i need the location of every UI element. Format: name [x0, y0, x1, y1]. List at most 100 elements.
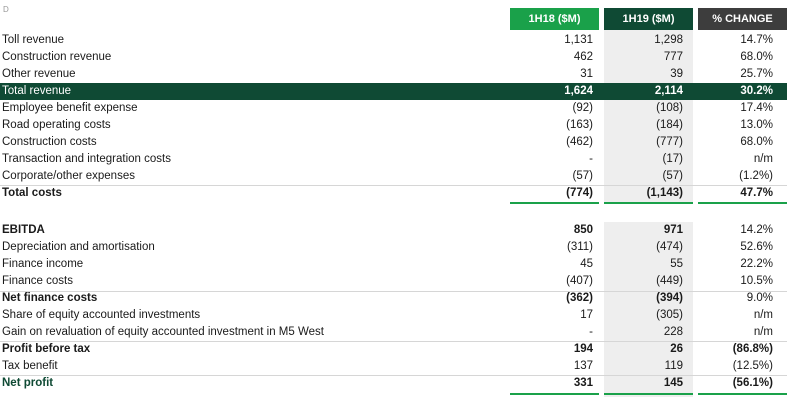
- table-row-corporate-other-expenses: Corporate/other expenses (57) (57) (1.2%…: [0, 168, 787, 185]
- value-change: 14.2%: [740, 224, 773, 236]
- row-label: Construction costs: [2, 136, 97, 148]
- value-change: 22.2%: [740, 258, 773, 270]
- table-row-tax-benefit: Tax benefit 137 119 (12.5%): [0, 358, 787, 375]
- value-change: 25.7%: [740, 68, 773, 80]
- value-1h19: (184): [656, 119, 683, 131]
- column-shade-1h19-top: [604, 30, 693, 204]
- row-label: Finance income: [2, 258, 84, 270]
- value-1h19: 39: [670, 68, 683, 80]
- value-1h19: 26: [670, 343, 683, 355]
- table-row-net-finance-costs: Net finance costs (362) (394) 9.0%: [0, 290, 787, 307]
- value-1h19: 971: [663, 224, 683, 236]
- value-1h18: (462): [566, 136, 593, 148]
- row-label: Road operating costs: [2, 119, 111, 131]
- table-row-construction-revenue: Construction revenue 462 777 68.0%: [0, 49, 787, 66]
- table-row-total-costs: Total costs (774) (1,143) 47.7%: [0, 185, 787, 202]
- divider: [0, 341, 787, 342]
- row-label: EBITDA: [2, 224, 45, 236]
- value-1h18: 194: [573, 343, 593, 355]
- divider: [0, 185, 787, 186]
- divider: [0, 375, 787, 376]
- value-1h18: (311): [567, 241, 593, 253]
- row-label: Share of equity accounted investments: [2, 309, 201, 321]
- value-1h19: (449): [656, 275, 683, 287]
- total-underline-1h18: [510, 202, 599, 204]
- value-1h18: -: [589, 153, 593, 165]
- value-1h19: 145: [663, 377, 683, 389]
- column-header-1h19: 1H19 ($M): [604, 8, 693, 30]
- value-1h18: -: [589, 326, 593, 338]
- row-label: Other revenue: [2, 68, 76, 80]
- row-label: Total revenue: [2, 85, 72, 97]
- row-label: Profit before tax: [2, 343, 91, 355]
- table-row-share-equity-investments: Share of equity accounted investments 17…: [0, 307, 787, 324]
- value-1h19: (57): [662, 170, 683, 182]
- value-1h18: 17: [580, 309, 593, 321]
- value-1h19: 119: [664, 360, 683, 372]
- value-change: n/m: [753, 326, 773, 338]
- table-row-employee-benefit-expense: Employee benefit expense (92) (108) 17.4…: [0, 100, 787, 117]
- value-1h18: 45: [580, 258, 593, 270]
- row-label: Corporate/other expenses: [2, 170, 135, 182]
- corner-mark: D: [3, 5, 9, 14]
- value-change: (86.8%): [732, 343, 773, 355]
- value-1h19: 2,114: [654, 85, 683, 97]
- row-label: Transaction and integration costs: [2, 153, 171, 165]
- value-change: 17.4%: [740, 102, 773, 114]
- table-row-transaction-integration-costs: Transaction and integration costs - (17)…: [0, 151, 787, 168]
- column-shade-1h19-bottom: [604, 222, 693, 397]
- table-row-finance-costs: Finance costs (407) (449) 10.5%: [0, 273, 787, 290]
- value-1h18: (362): [566, 292, 593, 304]
- value-change: (56.1%): [732, 377, 773, 389]
- table-row-gain-on-revaluation: Gain on revaluation of equity accounted …: [0, 324, 787, 341]
- value-1h19: (474): [656, 241, 683, 253]
- table-row-finance-income: Finance income 45 55 22.2%: [0, 256, 787, 273]
- value-1h18: 31: [580, 68, 593, 80]
- table-row-other-revenue: Other revenue 31 39 25.7%: [0, 66, 787, 83]
- value-1h19: 1,298: [654, 34, 683, 46]
- value-change: 68.0%: [740, 136, 773, 148]
- table-row-ebitda: EBITDA 850 971 14.2%: [0, 222, 787, 239]
- value-1h19: (394): [656, 292, 683, 304]
- row-label: Net finance costs: [2, 292, 98, 304]
- value-1h18: 462: [573, 51, 593, 63]
- column-header-change: % CHANGE: [698, 8, 787, 30]
- value-change: 52.6%: [740, 241, 773, 253]
- total-underline-change: [698, 202, 787, 204]
- row-label: Depreciation and amortisation: [2, 241, 155, 253]
- column-header-1h18: 1H18 ($M): [510, 8, 599, 30]
- row-label: Total costs: [2, 187, 62, 199]
- value-1h19: (108): [656, 102, 683, 114]
- value-1h18: 331: [573, 377, 593, 389]
- value-1h19: (305): [656, 309, 683, 321]
- value-1h18: (57): [572, 170, 593, 182]
- value-1h18: (407): [566, 275, 593, 287]
- row-label: Toll revenue: [2, 34, 65, 46]
- row-label: Construction revenue: [2, 51, 112, 63]
- value-1h18: (163): [566, 119, 593, 131]
- table-row-profit-before-tax: Profit before tax 194 26 (86.8%): [0, 341, 787, 358]
- value-change: 10.5%: [740, 275, 773, 287]
- value-change: 9.0%: [746, 292, 773, 304]
- table-row-net-profit: Net profit 331 145 (56.1%): [0, 375, 787, 392]
- value-change: 30.2%: [740, 85, 773, 97]
- value-1h19: 777: [663, 51, 683, 63]
- table-row-depreciation-amortisation: Depreciation and amortisation (311) (474…: [0, 239, 787, 256]
- value-change: 14.7%: [740, 34, 773, 46]
- row-label: Finance costs: [2, 275, 73, 287]
- table-row-construction-costs: Construction costs (462) (777) 68.0%: [0, 134, 787, 151]
- table-row-total-revenue: Total revenue 1,624 2,114 30.2%: [0, 83, 787, 100]
- value-1h19: (1,143): [646, 187, 683, 199]
- value-1h18: (774): [566, 187, 593, 199]
- value-1h19: 228: [663, 326, 683, 338]
- value-change: (12.5%): [732, 360, 773, 372]
- total-underline-1h18: [510, 393, 599, 395]
- table-row-toll-revenue: Toll revenue 1,131 1,298 14.7%: [0, 32, 787, 49]
- total-underline-change: [698, 393, 787, 395]
- value-1h18: 137: [573, 360, 593, 372]
- row-label: Gain on revaluation of equity accounted …: [2, 326, 324, 338]
- value-change: 47.7%: [740, 187, 773, 199]
- value-1h19: (17): [662, 153, 683, 165]
- value-change: n/m: [753, 153, 773, 165]
- value-change: 13.0%: [740, 119, 773, 131]
